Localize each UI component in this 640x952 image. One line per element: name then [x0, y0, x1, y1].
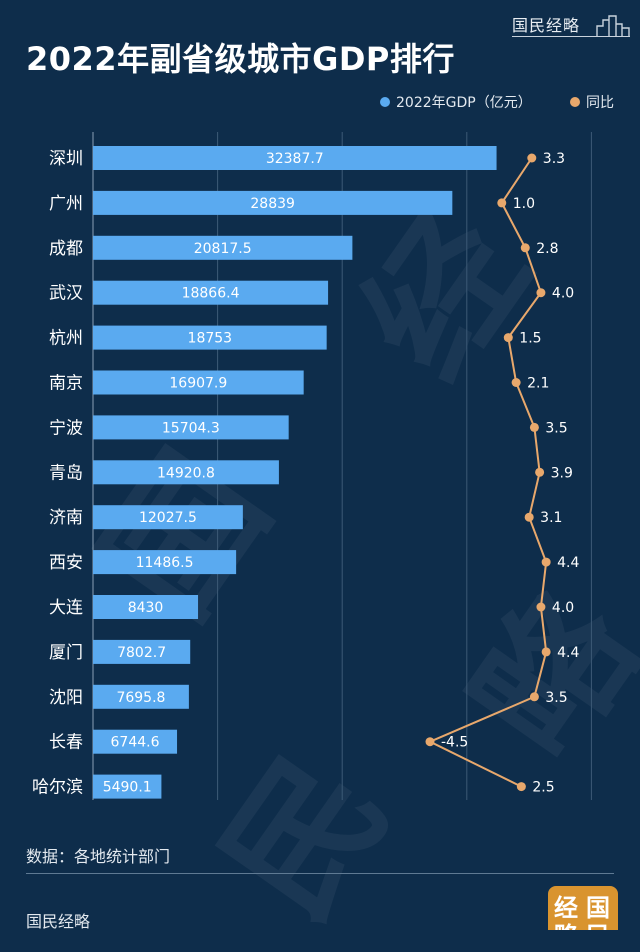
category-label: 广州: [49, 194, 83, 214]
legend-dot-growth: [570, 97, 580, 107]
growth-value-label: 3.1: [540, 510, 562, 526]
category-label: 宁波: [49, 418, 83, 438]
chart-legend: 2022年GDP（亿元） 同比: [380, 92, 630, 112]
growth-value-label: 3.5: [545, 420, 567, 436]
gdp-value-label: 11486.5: [136, 555, 194, 571]
gdp-value-label: 32387.7: [266, 151, 324, 167]
gdp-value-label: 28839: [250, 196, 295, 212]
gdp-value-label: 7802.7: [117, 645, 166, 661]
legend-item-gdp: 2022年GDP（亿元）: [380, 92, 532, 112]
growth-value-label: 4.4: [557, 645, 579, 661]
growth-value-label: 4.0: [552, 600, 574, 616]
growth-value-label: 4.0: [552, 286, 574, 302]
growth-point: [536, 288, 546, 298]
seal-char: 民: [586, 916, 610, 930]
growth-value-label: 4.4: [557, 555, 579, 571]
legend-label-growth: 同比: [586, 95, 614, 111]
brand-logo-top: 国民经略: [512, 10, 630, 37]
growth-point: [529, 692, 539, 702]
gdp-bar: [93, 460, 279, 485]
growth-point: [516, 782, 526, 792]
seal-char: 国: [586, 893, 610, 922]
gdp-value-label: 18753: [188, 331, 233, 347]
seal-char: 略: [554, 916, 578, 930]
gdp-chart: 深圳 32387.7 广州 28839 成都 20817.5 武汉 18866.4 杭州 1875…: [32, 132, 592, 800]
category-label: 成都: [49, 239, 83, 259]
gdp-value-label: 6744.6: [111, 735, 160, 751]
growth-value-label: 3.9: [551, 465, 573, 481]
category-label: 武汉: [49, 284, 83, 304]
growth-point: [511, 378, 521, 387]
growth-point: [503, 333, 513, 343]
category-label: 沈阳: [49, 688, 83, 708]
gdp-bar: [93, 505, 243, 530]
growth-point: [520, 243, 530, 253]
gdp-bar: [93, 325, 327, 350]
data-source: 数据：各地统计部门: [26, 847, 171, 866]
seal-logo: 经 国 略 民: [548, 886, 618, 930]
growth-value-label: 2.5: [532, 780, 554, 796]
gdp-bar: [93, 370, 304, 395]
gdp-bar: [93, 684, 189, 709]
seal-char: 经: [554, 893, 578, 922]
gdp-value-label: 8430: [128, 600, 164, 616]
legend-label-gdp: 2022年GDP（亿元）: [396, 95, 532, 111]
gdp-bar: [93, 190, 453, 215]
legend-dot-gdp: [380, 97, 390, 107]
category-label: 厦门: [49, 643, 83, 663]
growth-value-label: 2.1: [527, 376, 549, 392]
gdp-bar: [93, 595, 199, 619]
category-label: 西安: [49, 553, 83, 573]
category-label: 哈尔滨: [32, 778, 83, 798]
gdp-value-label: 16907.9: [169, 376, 227, 392]
growth-point: [524, 512, 534, 522]
footer-brand: 国民经略: [26, 912, 91, 931]
gdp-bar: [93, 415, 289, 440]
growth-point: [527, 153, 537, 163]
category-label: 深圳: [49, 149, 83, 169]
gdp-value-label: 18866.4: [182, 286, 240, 302]
growth-point: [541, 647, 551, 657]
gdp-bar: [93, 729, 178, 754]
growth-value-label: 2.8: [536, 241, 558, 257]
gdp-value-label: 15704.3: [162, 420, 220, 436]
growth-value-label: 3.3: [543, 151, 565, 167]
gdp-value-label: 20817.5: [194, 241, 252, 257]
category-label: 长春: [49, 733, 83, 753]
category-label: 大连: [49, 598, 83, 618]
growth-value-label: -4.5: [441, 735, 468, 751]
gdp-bar: [93, 550, 237, 575]
growth-point: [541, 557, 551, 567]
growth-point: [425, 737, 435, 747]
gdp-bar: [93, 639, 191, 664]
category-label: 青岛: [49, 463, 83, 483]
brand-name: 国民经略: [512, 16, 581, 35]
growth-value-label: 1.0: [513, 196, 535, 212]
category-label: 济南: [49, 508, 83, 528]
gdp-bar: [93, 774, 162, 799]
growth-value-label: 1.5: [519, 331, 541, 347]
growth-point: [497, 198, 507, 208]
legend-item-growth: 同比: [570, 92, 614, 112]
gdp-bar: [93, 235, 353, 260]
gdp-value-label: 5490.1: [103, 780, 152, 796]
category-label: 南京: [49, 374, 83, 394]
category-label: 杭州: [49, 329, 83, 349]
growth-value-label: 3.5: [545, 690, 567, 706]
page-title: 2022年副省级城市GDP排行: [26, 40, 455, 78]
skyline-icon: [596, 15, 630, 36]
growth-point: [529, 422, 539, 432]
gdp-bar: [93, 280, 329, 305]
growth-point: [535, 467, 545, 477]
growth-line: [427, 157, 548, 788]
gdp-bar: [93, 146, 497, 170]
gdp-value-label: 7695.8: [116, 690, 165, 706]
gdp-value-label: 14920.8: [157, 465, 215, 481]
gdp-value-label: 12027.5: [139, 510, 197, 526]
footer-divider: [26, 873, 614, 874]
growth-point: [536, 602, 546, 612]
